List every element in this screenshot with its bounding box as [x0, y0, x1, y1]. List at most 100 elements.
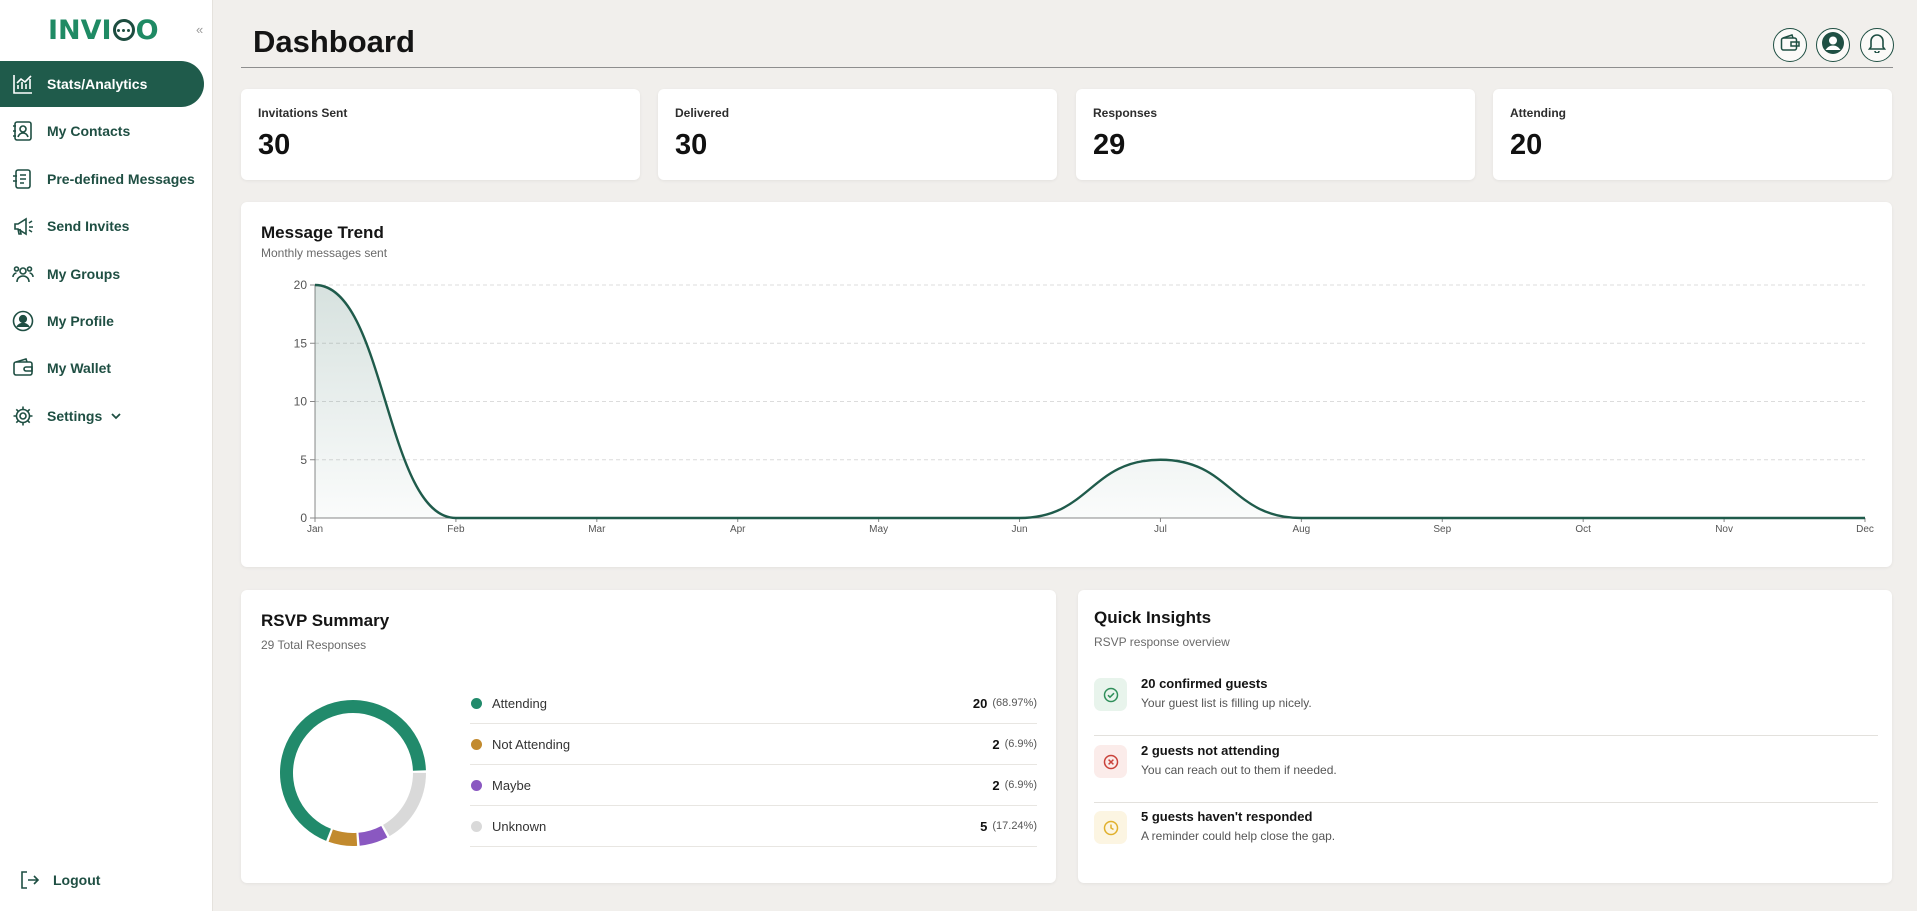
sidebar-item-send-invites[interactable]: Send Invites [0, 203, 204, 249]
stat-value: 20 [1510, 129, 1543, 161]
sidebar-nav: Stats/Analytics My Contacts Pre-defined … [0, 61, 204, 440]
legend-dot [471, 738, 482, 750]
bell-icon [1867, 33, 1887, 58]
rsvp-donut-chart [280, 700, 426, 846]
x-tick-label: Feb [447, 524, 465, 535]
message-trend-chart: 0 5 10 15 20 Jan Feb Mar Apr May Jun Jul Aug Sep Oct No… [294, 278, 1874, 535]
legend-count: 5 [980, 818, 988, 834]
sidebar-item-my-profile[interactable]: My Profile [0, 298, 204, 344]
sidebar-item-label: My Profile [47, 312, 114, 329]
x-tick-label: Apr [730, 524, 746, 535]
wallet-button[interactable] [1773, 28, 1807, 62]
messages-icon [12, 168, 34, 190]
stat-value: 30 [258, 129, 291, 161]
legend-label: Maybe [492, 777, 532, 793]
megaphone-icon [12, 215, 34, 237]
legend-count: 20 [972, 695, 988, 711]
stat-card-invitations-sent: Invitations Sent 30 [241, 89, 640, 180]
contacts-icon [12, 120, 34, 142]
rsvp-subtitle: 29 Total Responses [261, 638, 367, 652]
insight-subtitle: Your guest list is filling up nicely. [1141, 696, 1312, 710]
stat-card-attending: Attending 20 [1493, 89, 1892, 180]
insight-title: 5 guests haven't responded [1141, 809, 1313, 824]
donut-slice-unknown[interactable] [383, 772, 426, 837]
insight-row-not-attending: 2 guests not attending You can reach out… [1094, 737, 1878, 803]
legend-dot [471, 820, 482, 832]
logout-button[interactable]: Logout [20, 870, 100, 890]
rsvp-title: RSVP Summary [261, 611, 390, 630]
trend-subtitle: Monthly messages sent [261, 246, 388, 260]
stat-label: Delivered [675, 106, 730, 120]
donut-slice-maybe[interactable] [358, 825, 388, 846]
legend-count: 2 [992, 736, 1000, 752]
profile-icon [12, 310, 34, 332]
sidebar-item-label: Stats/Analytics [47, 76, 148, 92]
stat-value: 30 [675, 129, 708, 161]
x-tick-label: Jun [1011, 524, 1027, 535]
sidebar-item-stats-analytics[interactable]: Stats/Analytics [0, 61, 204, 107]
sidebar: INVI O « Stats/Analytics My Contacts Pre… [0, 0, 213, 911]
profile-button[interactable] [1816, 28, 1850, 62]
x-tick-label: May [869, 524, 888, 535]
logout-icon [20, 870, 40, 890]
insight-row-no-response: 5 guests haven't responded A reminder co… [1094, 803, 1878, 869]
legend-percent: (17.24%) [992, 820, 1037, 832]
insight-subtitle: You can reach out to them if needed. [1141, 763, 1337, 777]
sidebar-item-label: My Contacts [47, 123, 131, 140]
legend-dot [471, 779, 482, 791]
y-tick-label: 0 [300, 511, 307, 525]
x-tick-label: Nov [1715, 524, 1733, 535]
insights-title: Quick Insights [1094, 608, 1212, 627]
sidebar-item-my-contacts[interactable]: My Contacts [0, 108, 204, 154]
wallet-icon [1780, 33, 1800, 57]
legend-percent: (68.97%) [992, 697, 1037, 709]
stat-label: Attending [1510, 106, 1566, 120]
y-tick-label: 10 [294, 395, 308, 409]
wallet-icon [12, 357, 34, 379]
y-tick-label: 5 [300, 453, 307, 467]
sidebar-item-label: My Wallet [47, 360, 112, 377]
legend-dot [471, 697, 482, 709]
logout-label: Logout [53, 872, 101, 888]
sidebar-item-label: My Groups [47, 265, 121, 282]
x-tick-label: Aug [1292, 524, 1310, 535]
logo-text-right: O [135, 14, 159, 46]
chevron-down-icon [110, 410, 122, 422]
chat-bubble-icon [112, 19, 135, 41]
legend-label: Not Attending [492, 736, 571, 752]
sidebar-item-label: Pre-defined Messages [47, 170, 195, 187]
stat-value: 29 [1093, 129, 1126, 161]
x-circle-icon [1094, 745, 1127, 778]
x-tick-label: Sep [1433, 524, 1451, 535]
collapse-sidebar-button[interactable]: « [196, 22, 204, 37]
clock-icon [1094, 811, 1127, 844]
sidebar-item-label: Send Invites [47, 218, 130, 235]
x-tick-label: Dec [1856, 524, 1874, 535]
legend-percent: (6.9%) [1004, 779, 1037, 791]
groups-icon [12, 263, 34, 285]
gear-icon [12, 405, 34, 427]
insight-row-confirmed: 20 confirmed guests Your guest list is f… [1094, 670, 1878, 736]
sidebar-item-my-wallet[interactable]: My Wallet [0, 345, 204, 391]
notifications-button[interactable] [1860, 28, 1894, 62]
donut-slice-not-attending[interactable] [328, 829, 358, 846]
legend-label: Unknown [492, 818, 547, 834]
stat-card-responses: Responses 29 [1076, 89, 1475, 180]
legend-row-attending: Attending 20 (68.97%) [470, 683, 1037, 724]
chart-icon [12, 73, 34, 95]
insights-subtitle: RSVP response overview [1094, 635, 1230, 649]
x-tick-label: Jul [1154, 524, 1167, 535]
sidebar-item-my-groups[interactable]: My Groups [0, 251, 204, 297]
legend-row-not-attending: Not Attending 2 (6.9%) [470, 724, 1037, 765]
stat-label: Invitations Sent [258, 106, 348, 120]
app-logo[interactable]: INVI O [48, 14, 159, 46]
x-tick-label: Mar [588, 524, 606, 535]
sidebar-item-settings[interactable]: Settings [0, 393, 204, 439]
sidebar-item-predefined-messages[interactable]: Pre-defined Messages [0, 156, 204, 202]
insight-title: 20 confirmed guests [1141, 676, 1268, 691]
y-tick-label: 15 [294, 336, 308, 350]
legend-row-maybe: Maybe 2 (6.9%) [470, 765, 1037, 806]
sidebar-item-label: Settings [47, 407, 103, 424]
legend-count: 2 [992, 777, 1000, 793]
check-circle-icon [1094, 678, 1127, 711]
